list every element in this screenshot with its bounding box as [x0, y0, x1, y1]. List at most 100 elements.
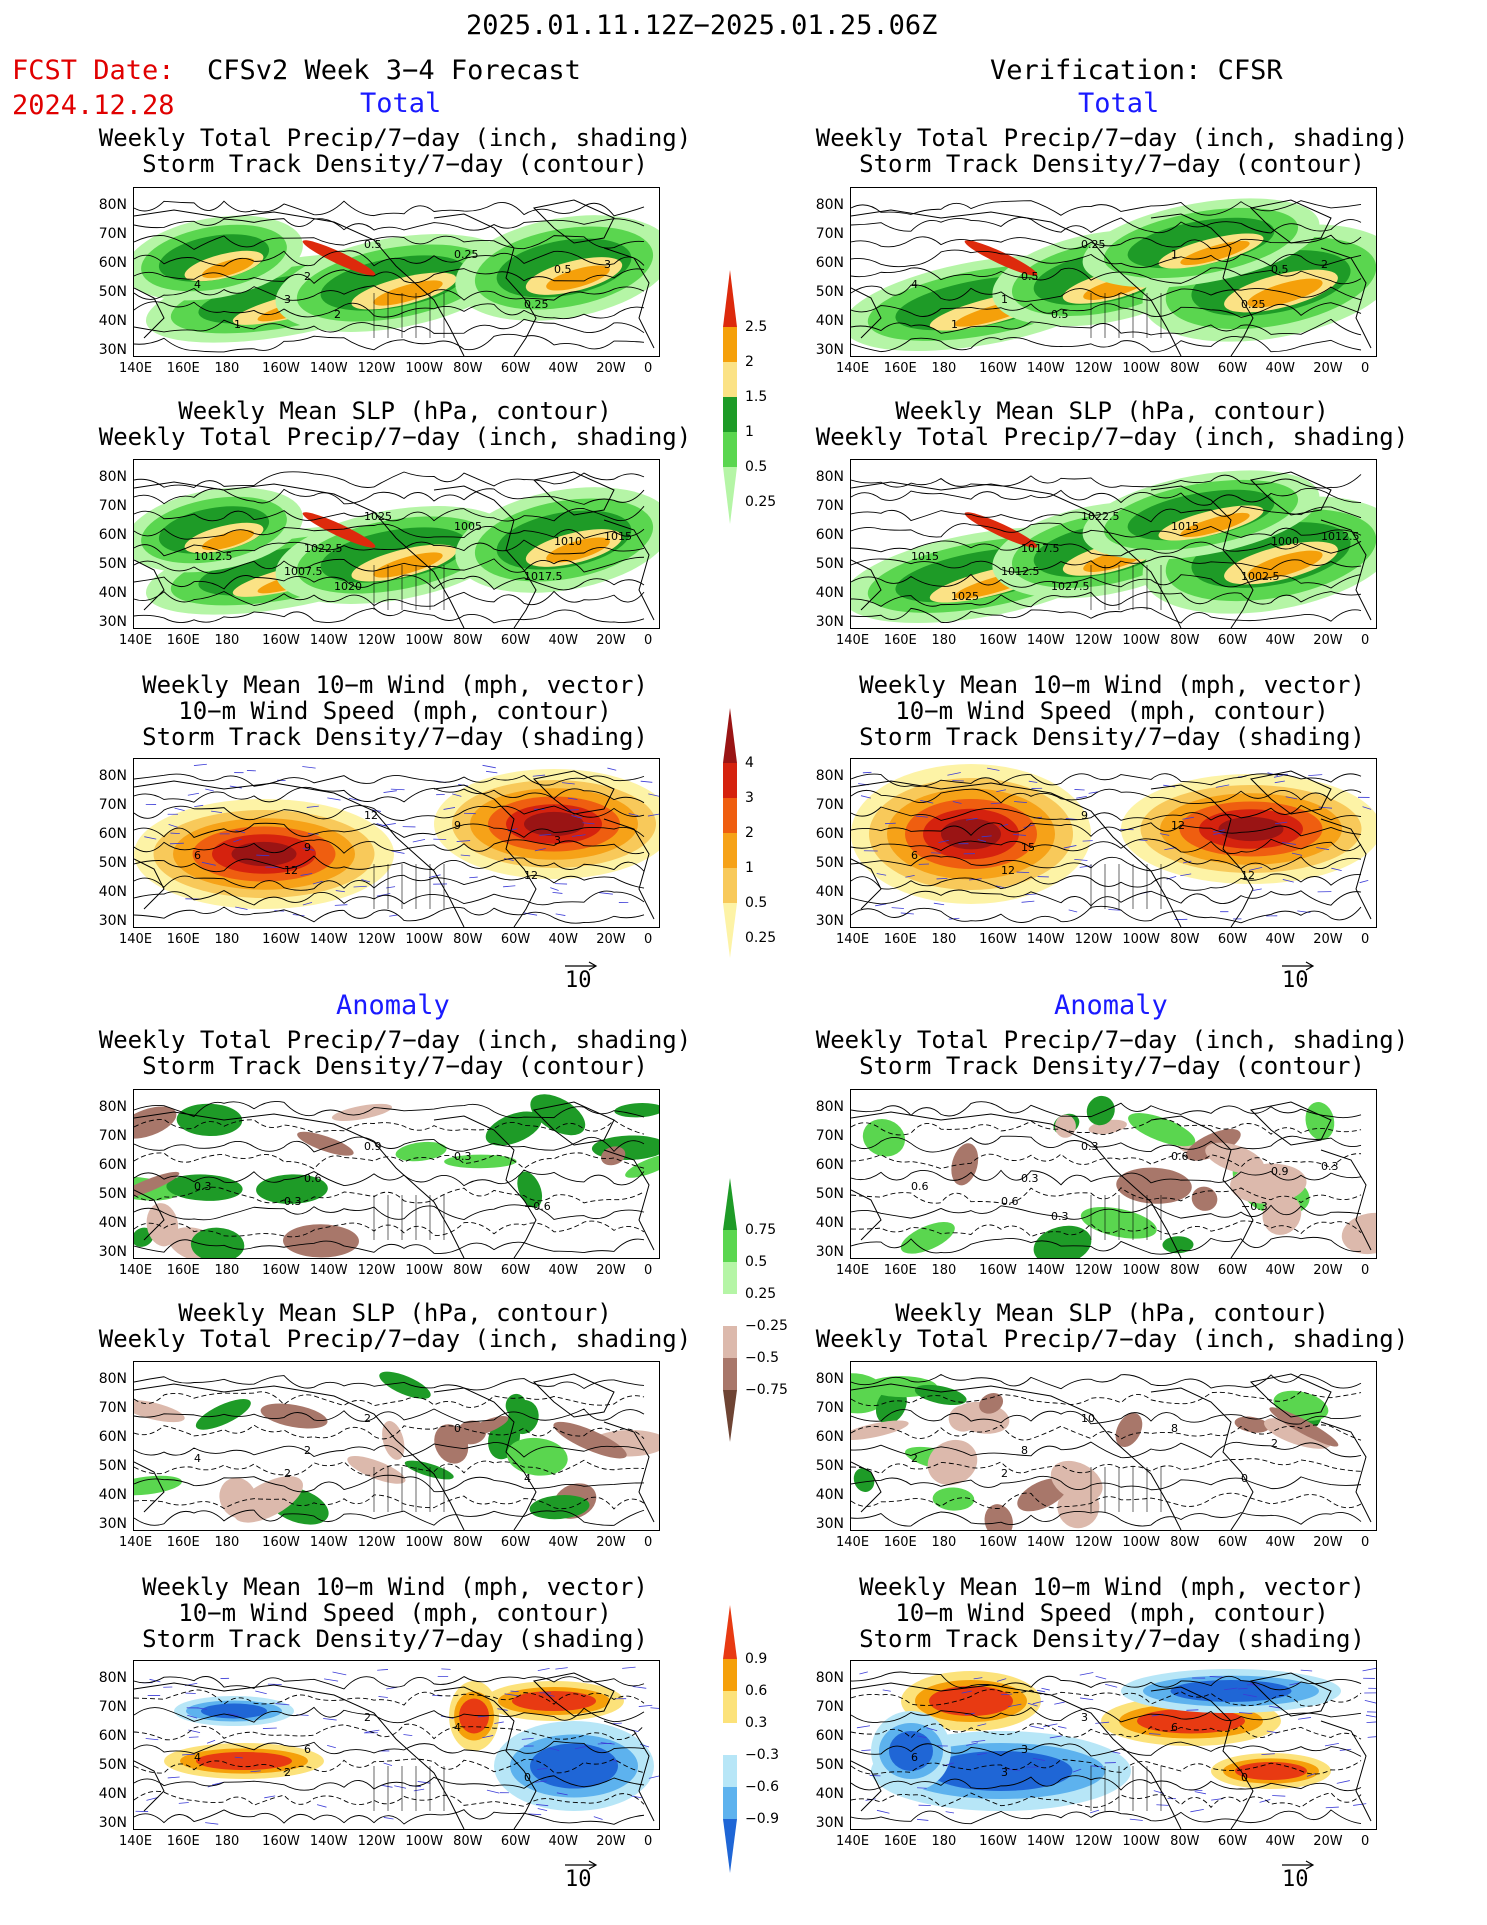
colorbar-segment: [723, 868, 737, 903]
coastline: [851, 1461, 882, 1513]
wind-vector: [188, 1729, 201, 1734]
latitude-label: 30N: [815, 1516, 844, 1532]
contour-label: 12: [524, 869, 538, 882]
colorbar-segment: [723, 1723, 737, 1755]
longitude-label: 100W: [1122, 1535, 1161, 1550]
longitude-label: 160W: [979, 1263, 1017, 1278]
contour-line: [851, 1758, 1362, 1775]
wind-vector: [537, 1767, 548, 1770]
wind-vector: [306, 805, 319, 808]
wind-vector: [1318, 806, 1333, 809]
longitude-label: 120W: [1074, 932, 1113, 947]
colorbar-label: 1: [745, 424, 754, 440]
precip-anomaly-shade: [1017, 1478, 1068, 1512]
wind-vector: [1041, 1687, 1050, 1691]
coastline: [433, 1686, 537, 1829]
coastline: [603, 818, 655, 920]
latitude-label: 50N: [815, 1186, 844, 1202]
coastline: [134, 1111, 465, 1258]
contour-line: [851, 336, 1362, 353]
precip-shade-orange: [546, 537, 610, 563]
precip-anomaly-shade: [176, 1103, 243, 1137]
wind-vector: [622, 1666, 636, 1669]
longitude-label: 140W: [309, 932, 348, 947]
colorbar-segment: [723, 833, 737, 868]
wind-vector: [938, 839, 949, 844]
precip-anomaly-shade: [984, 1504, 1013, 1530]
precip-anomaly-shade: [190, 1227, 245, 1258]
longitude-label: 120W: [357, 633, 396, 648]
latitude-label: 30N: [815, 342, 844, 358]
longitude-label: 120W: [357, 1535, 396, 1550]
section-total-left: Total: [360, 88, 442, 119]
longitude-label: 80W: [1170, 633, 1200, 648]
contour-line: [851, 1706, 1362, 1724]
wind-vector: [353, 885, 367, 888]
wind-vector: [316, 1804, 327, 1808]
contour-line: [851, 540, 1362, 557]
wind-vector: [1164, 847, 1177, 851]
contour-line: [134, 805, 645, 821]
contour-label: 0: [524, 1771, 531, 1784]
contour-line: [851, 1689, 1362, 1707]
wind-vector: [1088, 791, 1099, 794]
coastline: [532, 471, 615, 516]
precip-shade-orange: [546, 265, 610, 291]
wind-vector: [417, 1781, 431, 1784]
wind-vector: [256, 854, 270, 857]
longitude-label: 20W: [1313, 633, 1343, 648]
contour-line: [851, 889, 1362, 907]
longitude-label: 0: [1361, 361, 1370, 376]
precip-anomaly-shade: [260, 1403, 328, 1429]
wind-vector: [648, 1775, 659, 1779]
wind-vector: [1365, 1714, 1376, 1718]
wind-vector: [1273, 775, 1283, 778]
wind-vector: [534, 848, 546, 852]
precip-shade-red: [302, 512, 376, 548]
colorbar-label: 0.6: [745, 1683, 768, 1699]
panel-title-line: Storm Track Density/7−day (contour): [859, 150, 1365, 178]
wind-vector: [327, 1745, 336, 1749]
panel-title-line: Weekly Mean SLP (hPa, contour): [895, 397, 1329, 425]
contour-line: [134, 1238, 645, 1255]
contour-line: [134, 1689, 645, 1706]
wind-vector: [1030, 1725, 1045, 1730]
contour-line: [134, 523, 645, 540]
longitude-label: 60W: [1217, 1263, 1248, 1278]
latitude-label: 40N: [98, 313, 127, 329]
wind-vector: [494, 1721, 504, 1724]
wind-vector: [966, 1742, 978, 1746]
panel-title-line: Weekly Mean SLP (hPa, contour): [895, 1299, 1329, 1327]
wind-vector: [504, 858, 514, 861]
wind-vector: [1082, 840, 1093, 842]
colorbar-label: 0.25: [745, 930, 777, 946]
latitude-label: 30N: [98, 1244, 127, 1260]
wind-vector: [1073, 1768, 1082, 1773]
wind-vector: [229, 785, 242, 789]
contour-line: [134, 1100, 645, 1119]
latitude-label: 60N: [815, 1429, 844, 1445]
longitude-label: 140E: [836, 633, 870, 648]
contour-label: 0.3: [284, 1195, 302, 1208]
wind-vector: [915, 815, 928, 818]
map-panel-r3: 6 12 15 9 12 12: [850, 758, 1377, 928]
longitude-label: 60W: [500, 361, 531, 376]
latitude-label: 30N: [98, 913, 127, 929]
precip-anomaly-shade: [485, 1111, 542, 1146]
contour-line: [134, 786, 645, 804]
wind-vector: [555, 1667, 568, 1670]
latitude-label: 50N: [98, 1186, 127, 1202]
wind-vector: [648, 793, 659, 797]
longitude-label: 60W: [1217, 633, 1248, 648]
contour-line: [851, 591, 1362, 608]
coastline: [134, 1760, 165, 1812]
contour-label: 1: [234, 318, 241, 331]
colorbar-segment: [723, 1659, 737, 1691]
longitude-label: 100W: [1122, 1834, 1161, 1849]
contour-label: 1027.5: [1051, 580, 1090, 593]
longitude-label: 0: [644, 633, 653, 648]
wind-vector: [377, 1669, 389, 1671]
precip-anomaly-shade: [1162, 1236, 1194, 1254]
wind-vector: [550, 887, 559, 891]
wind-vector: [167, 1776, 180, 1779]
